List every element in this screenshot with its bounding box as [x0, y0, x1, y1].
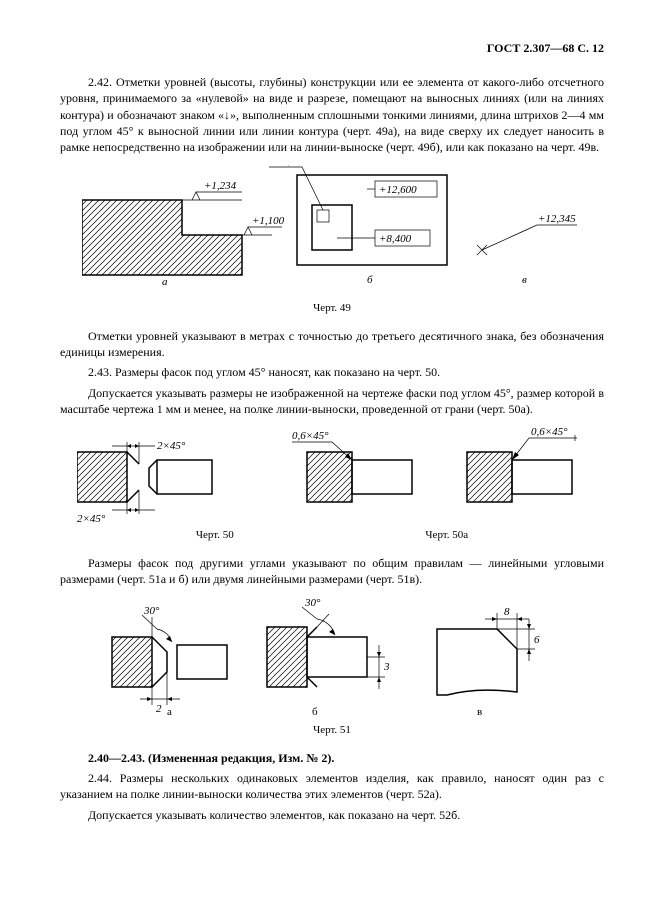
figure-49: +1,234 +1,100 а +12,600 +8,400 +13,300 б [82, 165, 582, 295]
svg-text:б: б [367, 274, 373, 286]
caption-49: Черт. 49 [60, 301, 604, 316]
svg-text:2×45°: 2×45° [77, 513, 106, 522]
svg-text:+1,100: +1,100 [252, 215, 285, 227]
svg-text:а: а [167, 706, 172, 717]
figure-51: 30° 2 а 30° 3 б [97, 597, 567, 717]
caption-50: Черт. 50 [196, 528, 234, 543]
svg-text:2×45°: 2×45° [157, 440, 186, 452]
svg-text:2: 2 [156, 703, 162, 715]
svg-text:0,6×45°: 0,6×45° [531, 427, 568, 438]
para-rev-note: 2.40—2.43. (Измененная редакция, Изм. № … [60, 750, 604, 766]
para-2-42: 2.42. Отметки уровней (высоты, глубины) … [60, 74, 604, 155]
svg-text:6: 6 [534, 634, 540, 646]
svg-text:в: в [477, 706, 482, 717]
figure-50: 2×45° 2×45° 0,6×45° 0,6×45° [77, 427, 587, 522]
para-2-43: 2.43. Размеры фасок под углом 45° нанося… [60, 364, 604, 380]
svg-text:30°: 30° [304, 597, 321, 609]
para-2-44: 2.44. Размеры нескольких одинаковых элем… [60, 770, 604, 802]
para-after-49: Отметки уровней указывают в метрах с точ… [60, 328, 604, 360]
svg-text:0,6×45°: 0,6×45° [292, 430, 329, 442]
doc-reference: ГОСТ 2.307—68 С. 12 [60, 40, 604, 56]
svg-text:+8,400: +8,400 [379, 233, 412, 245]
svg-text:а: а [162, 276, 168, 288]
svg-text:+12,345: +12,345 [538, 213, 576, 225]
svg-text:+12,600: +12,600 [379, 184, 417, 196]
caption-50a: Черт. 50а [425, 528, 468, 543]
svg-text:+1,234: +1,234 [204, 180, 237, 192]
svg-text:+13,300: +13,300 [269, 165, 307, 167]
svg-text:3: 3 [383, 661, 390, 673]
svg-text:б: б [312, 706, 318, 717]
svg-text:в: в [522, 274, 527, 286]
para-2-43b: Допускается указывать размеры не изображ… [60, 385, 604, 417]
para-after-50: Размеры фасок под другими углами указыва… [60, 555, 604, 587]
para-2-44b: Допускается указывать количество элемент… [60, 807, 604, 823]
svg-text:8: 8 [504, 606, 510, 618]
svg-text:30°: 30° [143, 605, 160, 617]
caption-50-row: Черт. 50 Черт. 50а [60, 528, 604, 543]
caption-51: Черт. 51 [60, 723, 604, 738]
